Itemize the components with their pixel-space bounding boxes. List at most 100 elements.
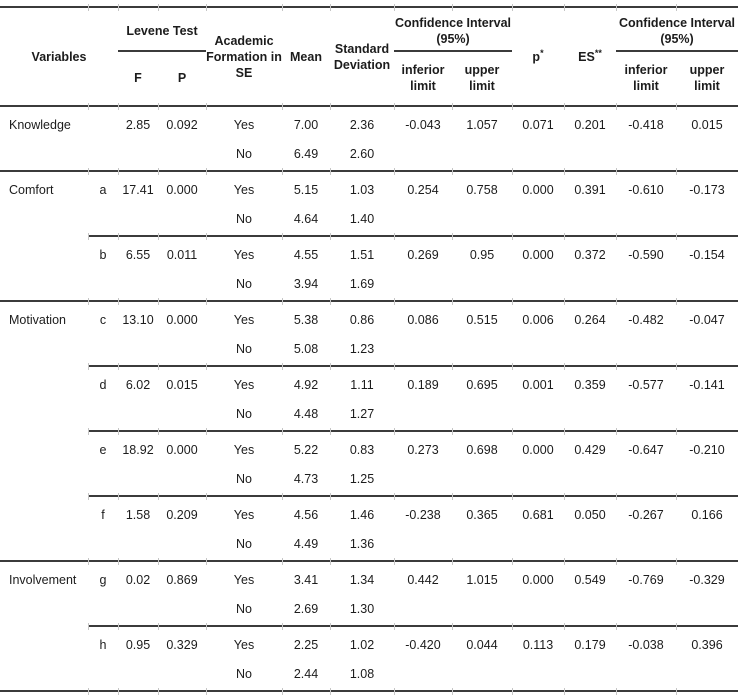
data-cell: Yes [233,312,255,327]
data-cell [452,204,512,233]
border-cell [511,493,564,500]
border-cell [329,298,394,305]
border-cell [563,558,616,565]
border-cell [205,103,282,110]
data-cell: -0.267 [628,507,664,522]
header-upper-limit-2: upper limit [689,62,725,93]
border-cell [511,298,564,305]
data-cell [394,594,452,623]
data-cell: 0.000 [166,182,198,197]
variable-cell [0,659,88,688]
data-cell: 0.698 [466,442,498,457]
border-cell [0,623,88,630]
border-cell [281,168,330,175]
border-cell [451,363,512,370]
data-cell: 0.83 [349,442,375,457]
data-cell [676,334,738,363]
data-cell: 1.23 [349,341,375,356]
data-cell: 1.58 [125,507,151,522]
data-cell [676,399,738,428]
border-cell [393,623,452,630]
data-cell [616,529,676,558]
data-cell: 0.396 [691,637,723,652]
separator-row [0,623,738,630]
border-cell [0,493,88,500]
border-cell [563,298,616,305]
data-cell: No [236,536,252,551]
border-cell [157,428,206,435]
data-cell [564,204,616,233]
data-cell: Yes [233,442,255,457]
data-cell: 1.08 [349,666,375,681]
data-cell: 1.057 [466,117,498,132]
border-cell [157,168,206,175]
border-cell [0,4,88,11]
data-cell: 4.48 [293,406,319,421]
border-cell [117,363,158,370]
data-cell: d [99,377,107,392]
border-cell [157,623,206,630]
border-cell [281,493,330,500]
data-cell [512,334,564,363]
border-cell [563,103,616,110]
border-cell [205,4,282,11]
data-cell: 6.02 [125,377,151,392]
border-cell [117,493,158,500]
data-cell [512,594,564,623]
border-cell [675,428,738,435]
es-label: ES [578,50,595,64]
border-cell [615,623,676,630]
border-cell [117,558,158,565]
separator-row [0,363,738,370]
data-cell: f [101,507,105,522]
data-cell: 2.25 [293,637,319,652]
data-cell [118,204,158,233]
data-cell [564,464,616,493]
border-cell [329,688,394,695]
border-cell [451,688,512,695]
table-header: Variables Levene Test Academic Formation… [0,4,738,103]
data-cell [616,204,676,233]
data-cell [564,659,616,688]
border-cell [0,168,88,175]
table-row: e 18.92 0.000 Yes 5.22 0.83 0.273 0.698 0.000 0.4… [0,435,738,464]
p-label: p [532,50,541,64]
border-cell [511,428,564,435]
data-cell: 0.000 [522,442,554,457]
border-cell [675,298,738,305]
data-cell: 6.49 [293,146,319,161]
data-cell: 1.25 [349,471,375,486]
table-row: No 3.94 1.69 [0,269,738,298]
border-cell [675,363,738,370]
border-cell [511,623,564,630]
variable-cell: Motivation [9,312,66,327]
border-cell [393,558,452,565]
data-cell [512,139,564,168]
border-cell [329,493,394,500]
table-row: b 6.55 0.011 Yes 4.55 1.51 0.269 0.95 0.000 0.372… [0,240,738,269]
border-cell [451,558,512,565]
data-cell: 2.44 [293,666,319,681]
data-cell [88,659,118,688]
border-cell [393,168,452,175]
border-cell [0,558,88,565]
data-cell [88,204,118,233]
border-cell [511,103,564,110]
data-cell [452,399,512,428]
table-row: No 5.08 1.23 [0,334,738,363]
table-row: No 4.64 1.40 [0,204,738,233]
border-cell [451,298,512,305]
border-cell [675,4,738,11]
data-cell: Yes [233,247,255,262]
data-cell [616,659,676,688]
data-cell: 0.000 [522,247,554,262]
border-cell [675,688,738,695]
data-cell: 1.69 [349,276,375,291]
data-cell: No [236,211,252,226]
data-cell [394,659,452,688]
border-cell [511,558,564,565]
variable-cell [0,529,88,558]
data-cell [394,139,452,168]
border-cell [117,298,158,305]
data-cell: 0.695 [466,377,498,392]
